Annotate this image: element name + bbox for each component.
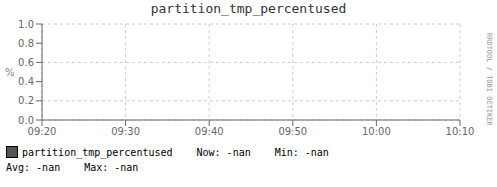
svg-text:10:10: 10:10 — [446, 126, 475, 137]
svg-text:09:50: 09:50 — [278, 126, 307, 137]
html-text:RRDTOOL / TOBI OETIKER: RRDTOOL / TOBI OETIKER — [484, 32, 493, 126]
html-text:-nan: -nan — [226, 146, 251, 158]
html-text:Avg:: Avg: — [6, 162, 31, 173]
svg-text:09:30: 09:30 — [111, 126, 140, 137]
svg-text:1.0: 1.0 — [18, 19, 34, 30]
html-text:Min:: Min: — [274, 146, 299, 158]
html-text:partition_tmp_percentused: partition_tmp_percentused — [22, 146, 173, 158]
svg-text:0.2: 0.2 — [18, 95, 34, 106]
svg-text:%: % — [8, 67, 15, 78]
html-text:Now:: Now: — [196, 146, 221, 158]
html-text:-nan: -nan — [304, 146, 329, 158]
svg-text:09:20: 09:20 — [28, 126, 57, 137]
svg-text:0.8: 0.8 — [18, 38, 34, 49]
svg-text:09:40: 09:40 — [195, 126, 224, 137]
html-text:-nan: -nan — [114, 162, 139, 173]
svg-text:10:00: 10:00 — [362, 126, 391, 137]
svg-text:0.4: 0.4 — [18, 76, 34, 87]
html-text:partition_tmp_percentused: partition_tmp_percentused — [150, 1, 347, 16]
svg-text:0.6: 0.6 — [18, 57, 34, 68]
svg-text:0.0: 0.0 — [18, 115, 34, 126]
html-text:Max:: Max: — [84, 162, 109, 173]
html-text:-nan: -nan — [36, 162, 61, 173]
